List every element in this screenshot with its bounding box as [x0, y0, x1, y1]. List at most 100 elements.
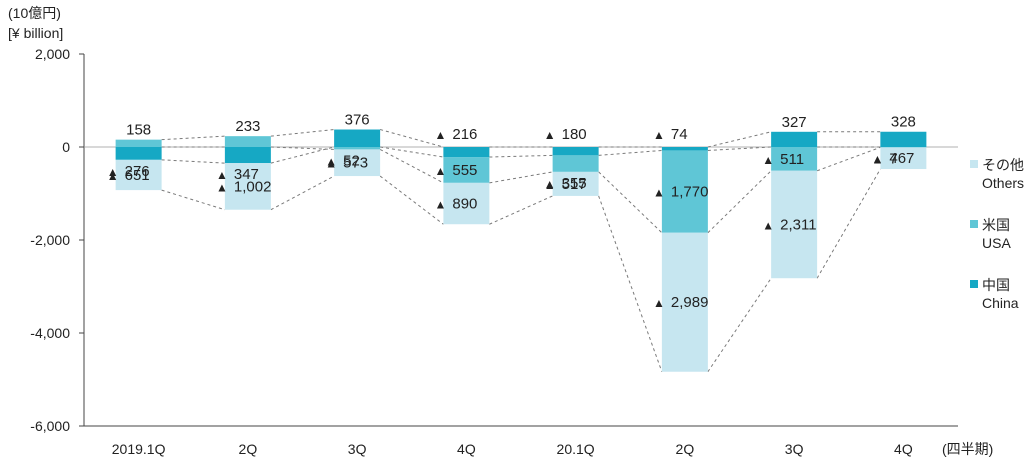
connector-line — [270, 175, 335, 211]
connector-line — [598, 171, 663, 234]
x-tick-label: 2019.1Q — [112, 441, 166, 457]
y-tick-label: -4,000 — [30, 325, 70, 341]
legend-label-jp-others: その他 — [982, 157, 1024, 173]
legend-label-en-usa: USA — [982, 235, 1011, 251]
connector-line — [489, 154, 553, 158]
bar-others-3 — [443, 182, 490, 225]
x-tick-label: 3Q — [348, 441, 367, 457]
legend-swatch-usa — [970, 220, 978, 228]
legend-label-en-china: China — [982, 295, 1019, 311]
value-label-china: 347 — [234, 166, 259, 183]
value-label-china: 376 — [345, 112, 370, 129]
value-label-others: 517 — [562, 176, 587, 193]
bar-usa-5 — [661, 150, 708, 233]
x-tick-label: 2Q — [676, 441, 695, 457]
bar-others-6 — [771, 170, 818, 279]
negative-marker: ▲ — [434, 128, 446, 142]
legend-swatch-others — [970, 160, 978, 168]
value-label-usa: 7 — [889, 150, 897, 167]
negative-marker: ▲ — [544, 178, 556, 192]
value-label-usa: 52 — [343, 152, 360, 169]
y-tick-label: 0 — [62, 139, 70, 155]
connector-line — [707, 170, 772, 234]
legend-swatch-china — [970, 280, 978, 288]
legend-label-jp-china: 中国 — [982, 277, 1010, 293]
bar-usa-6 — [771, 147, 818, 171]
value-label-usa: 511 — [780, 151, 804, 168]
negative-marker: ▲ — [216, 180, 228, 194]
bar-others-5 — [661, 232, 708, 372]
connector-line — [707, 277, 772, 373]
bar-china-4 — [552, 147, 599, 156]
x-tick-label: 4Q — [894, 441, 913, 457]
negative-marker: ▲ — [871, 152, 883, 166]
negative-marker: ▲ — [216, 168, 228, 182]
bar-china-2 — [334, 129, 381, 147]
negative-marker: ▲ — [325, 154, 337, 168]
value-label-usa: 233 — [235, 118, 260, 135]
bar-usa-3 — [443, 157, 490, 183]
bar-others-4 — [552, 171, 599, 196]
negative-marker: ▲ — [762, 153, 774, 167]
connector-line — [270, 146, 335, 164]
connector-line — [379, 129, 444, 148]
bar-china-3 — [443, 147, 490, 158]
bar-china-7 — [880, 131, 927, 147]
negative-marker: ▲ — [325, 157, 337, 171]
value-label-others: 2,989 — [671, 294, 709, 311]
bar-china-5 — [661, 147, 708, 151]
value-label-china: 327 — [782, 114, 807, 131]
value-label-others: 467 — [889, 150, 914, 167]
value-label-china: 180 — [562, 126, 587, 143]
legend-label-en-others: Others — [982, 175, 1024, 191]
bar-usa-0 — [115, 139, 162, 147]
unit-label-en: [¥ billion] — [8, 25, 63, 41]
negative-marker: ▲ — [653, 296, 665, 310]
value-label-usa: 1,770 — [671, 184, 709, 201]
connector-line — [816, 146, 881, 172]
negative-marker: ▲ — [107, 169, 119, 183]
value-label-others: 651 — [125, 167, 150, 184]
connector-line — [161, 159, 225, 164]
negative-marker: ▲ — [762, 218, 774, 232]
connector-line — [816, 168, 881, 279]
bar-china-1 — [224, 147, 271, 164]
connector-line — [598, 149, 662, 156]
value-label-usa: 355 — [562, 175, 587, 192]
negative-marker: ▲ — [653, 186, 665, 200]
negative-marker: ▲ — [871, 152, 883, 166]
bar-usa-7 — [880, 147, 927, 148]
connector-line — [707, 146, 772, 151]
connector-line — [270, 146, 335, 150]
connector-line — [489, 195, 553, 225]
bar-usa-1 — [224, 136, 271, 147]
legend-label-jp-usa: 米国 — [982, 217, 1010, 233]
connector-line — [379, 175, 444, 225]
y-tick-label: 2,000 — [35, 46, 70, 62]
connector-line — [380, 146, 444, 158]
x-tick-label: 3Q — [785, 441, 804, 457]
negative-marker: ▲ — [544, 177, 556, 191]
value-label-others: 2,311 — [780, 216, 816, 233]
bar-china-6 — [771, 131, 818, 147]
negative-marker: ▲ — [434, 164, 446, 178]
connector-line — [161, 135, 225, 141]
connector-line — [489, 171, 553, 184]
value-label-china: 328 — [891, 114, 916, 131]
value-label-others: 890 — [452, 196, 477, 213]
unit-label-jp: (10億円) — [8, 5, 61, 21]
bar-usa-2 — [334, 147, 381, 150]
y-tick-label: -6,000 — [30, 418, 70, 434]
negative-marker: ▲ — [434, 198, 446, 212]
bar-usa-4 — [552, 155, 599, 172]
connector-line — [707, 131, 772, 148]
connector-line — [270, 129, 335, 137]
bar-china-0 — [115, 147, 162, 160]
negative-marker: ▲ — [653, 128, 665, 142]
period-label: (四半期) — [942, 441, 993, 457]
bar-others-2 — [334, 149, 381, 177]
value-label-usa: 555 — [452, 162, 477, 179]
bar-others-1 — [224, 163, 271, 210]
value-label-china: 74 — [671, 126, 688, 143]
